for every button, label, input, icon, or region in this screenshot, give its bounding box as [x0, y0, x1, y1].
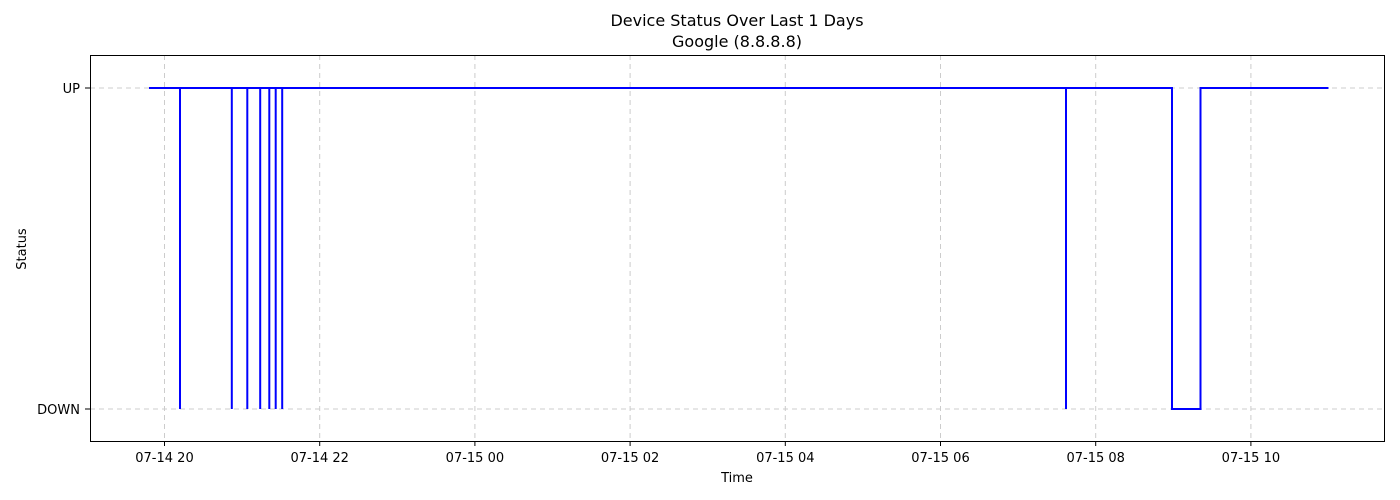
- axis-ticks: 07-14 20 07-14 22 07-15 00 07-15 02 07-15 04…: [37, 82, 1280, 466]
- x-tick-label: 07-15 10: [1222, 451, 1280, 466]
- grid-lines: [90, 55, 1384, 441]
- data-series: [149, 87, 1329, 410]
- y-tick-label: UP: [63, 82, 81, 97]
- x-tick-label: 07-15 08: [1066, 451, 1124, 466]
- status-series-line: [149, 87, 1329, 410]
- x-tick-label: 07-15 02: [601, 451, 659, 466]
- x-tick-label: 07-15 00: [446, 451, 504, 466]
- y-axis-label: Status: [15, 228, 30, 270]
- y-tick-label: DOWN: [37, 403, 80, 418]
- x-tick-label: 07-15 06: [911, 451, 969, 466]
- x-axis-label: Time: [720, 471, 753, 486]
- x-tick-label: 07-15 04: [756, 451, 814, 466]
- x-tick-label: 07-14 20: [135, 451, 193, 466]
- chart-title: Device Status Over Last 1 Days: [610, 11, 863, 30]
- plot-frame: [90, 55, 1385, 442]
- chart-subtitle: Google (8.8.8.8): [672, 32, 802, 51]
- x-tick-label: 07-14 22: [290, 451, 348, 466]
